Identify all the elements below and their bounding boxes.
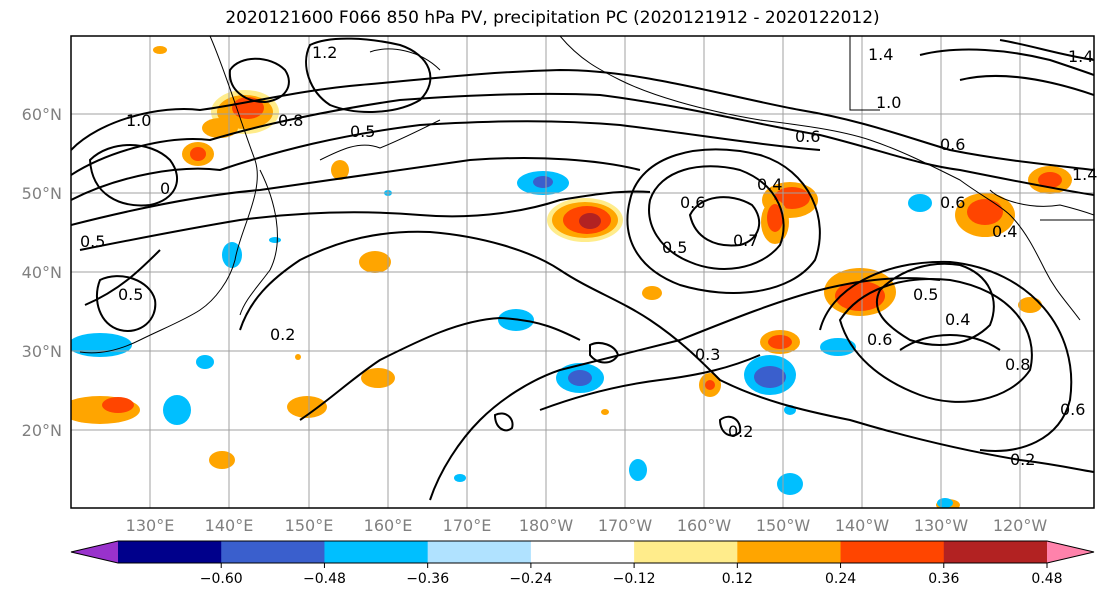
- colorbar-tick-label: 0.48: [1031, 571, 1062, 587]
- map-title: 2020121600 F066 850 hPa PV, precipitatio…: [225, 8, 880, 28]
- colorbar-tick-label: 0.12: [722, 571, 753, 587]
- colorbar-bin: [221, 541, 325, 563]
- coastlines: [79, 36, 1094, 354]
- contour-label: 0: [160, 179, 170, 198]
- colorbar-bin: [427, 541, 532, 563]
- contour-label: 0.6: [680, 193, 705, 212]
- contour-label: 0.6: [867, 330, 892, 349]
- contour-label: 1.4: [868, 45, 893, 64]
- contour-label: 0.5: [662, 238, 687, 257]
- lon-label: 120°W: [993, 516, 1048, 535]
- contour-label: 0.4: [757, 175, 782, 194]
- contour-label: 1.0: [126, 111, 151, 130]
- colorbar-bin: [737, 541, 842, 563]
- contour-label: 0.5: [350, 122, 375, 141]
- lon-label: 180°W: [519, 516, 574, 535]
- contour-label: 0.6: [1060, 400, 1085, 419]
- contour-label: 0.6: [940, 135, 965, 154]
- colorbar-tick-label: −0.36: [406, 571, 449, 587]
- lon-label: 170°E: [443, 516, 492, 535]
- contour-label: 1.4: [1068, 47, 1093, 66]
- contour-label: 0.4: [945, 310, 970, 329]
- contour-label: 0.4: [992, 222, 1017, 241]
- contour-label: 0.3: [695, 345, 720, 364]
- contour-label: 0.5: [80, 232, 105, 251]
- lon-label: 140°E: [205, 516, 254, 535]
- lon-label: 150°E: [285, 516, 334, 535]
- lon-label: 130°E: [126, 516, 175, 535]
- colorbar-bin: [634, 541, 738, 563]
- contour-label: 0.8: [1005, 355, 1030, 374]
- contour-label: 0.8: [278, 111, 303, 130]
- graticule: [71, 36, 1094, 508]
- contour-label: 0.5: [118, 285, 143, 304]
- contour-label: 0.2: [1010, 450, 1035, 469]
- contour-labels: 1.2 1.4 1.4 1.4 1.0 0.8 0.5 0.6 0.6 0.5 …: [80, 43, 1097, 469]
- colorbar-tick-label: −0.60: [200, 571, 243, 587]
- colorbar-bin: [530, 541, 635, 563]
- contour-label: 1.0: [876, 93, 901, 112]
- colorbar-tick-label: 0.36: [928, 571, 959, 587]
- latitude-labels: 60°N 50°N 40°N 30°N 20°N: [22, 105, 62, 440]
- plot-frame: [70, 35, 1095, 509]
- colorbar-outline: [70, 540, 1095, 564]
- colorbar-bin: [840, 541, 945, 563]
- contour-label: 0.6: [795, 127, 820, 146]
- colorbar-tick-label: −0.24: [509, 571, 552, 587]
- colorbar-bin: [943, 541, 1048, 563]
- lat-label: 20°N: [22, 421, 62, 440]
- colorbar-extend-max: [1047, 541, 1094, 563]
- contour-label: 0.5: [913, 285, 938, 304]
- lat-label: 40°N: [22, 263, 62, 282]
- lat-label: 30°N: [22, 342, 62, 361]
- lon-label: 160°E: [364, 516, 413, 535]
- colorbar-tick-label: −0.48: [303, 571, 346, 587]
- colorbar-tick-label: −0.12: [613, 571, 656, 587]
- contour-label: 0.7: [733, 231, 758, 250]
- colorbar: −0.60 −0.48 −0.36 −0.24 −0.12 0.12 0.24 0.36 0.4…: [70, 540, 1095, 587]
- lon-label: 150°W: [756, 516, 811, 535]
- contour-label: 0.2: [270, 325, 295, 344]
- pv-contours: [71, 37, 1094, 501]
- colorbar-bin: [118, 541, 222, 563]
- colorbar-bin: [324, 541, 429, 563]
- lon-label: 130°W: [914, 516, 969, 535]
- lon-label: 160°W: [677, 516, 732, 535]
- contour-label: 1.2: [312, 43, 337, 62]
- contour-label: 0.6: [940, 193, 965, 212]
- longitude-labels: 130°E 140°E 150°E 160°E 170°E 180°W 170°…: [126, 516, 1048, 535]
- contour-label: 0.2: [728, 422, 753, 441]
- lat-label: 50°N: [22, 184, 62, 203]
- contour-label: 1.4: [1072, 165, 1097, 184]
- lon-label: 170°W: [598, 516, 653, 535]
- lon-label: 140°W: [835, 516, 890, 535]
- lat-label: 60°N: [22, 105, 62, 124]
- colorbar-extend-min: [71, 541, 118, 563]
- colorbar-tick-label: 0.24: [825, 571, 856, 587]
